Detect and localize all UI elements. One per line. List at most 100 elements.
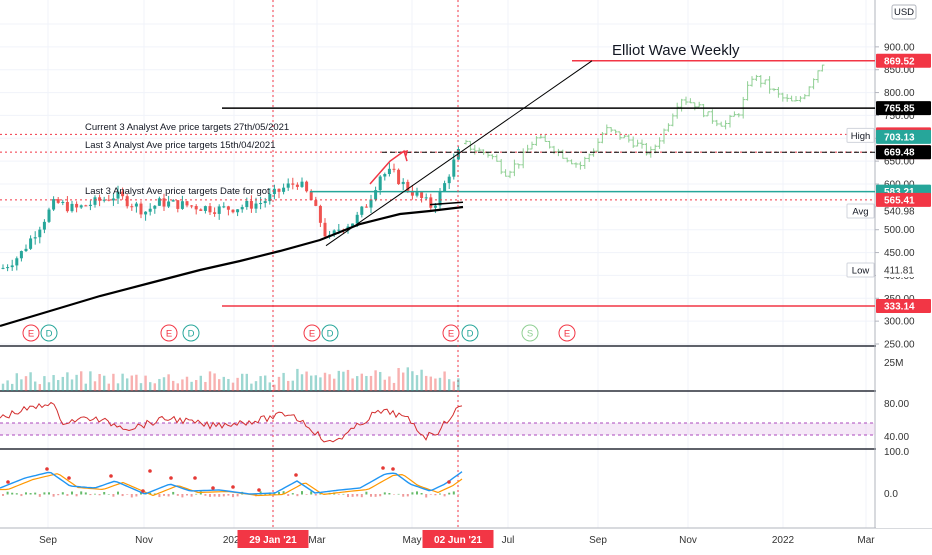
volume-bar [369, 375, 373, 391]
macd-histogram-bar [84, 492, 87, 495]
volume-bar [158, 378, 161, 391]
volume-bar [360, 373, 363, 391]
candle-body [52, 199, 56, 210]
candle-body [300, 181, 304, 187]
macd-histogram-bar [273, 492, 276, 495]
candle-body [383, 174, 387, 177]
candle-body [61, 201, 65, 203]
volume-bar [254, 381, 258, 391]
stat-value-background [876, 203, 931, 218]
macd-histogram-bar [126, 494, 129, 495]
macd-histogram-bar [158, 494, 161, 498]
volume-bar [448, 379, 451, 391]
volume-bar [277, 376, 281, 391]
macd-histogram-bar [121, 494, 124, 497]
macd-histogram-bar [107, 493, 110, 495]
stat-name-text: Low [852, 266, 870, 277]
candle-body [148, 208, 152, 212]
macd-histogram-bar [448, 492, 451, 495]
price-label-text: 583.21 [884, 187, 915, 198]
candle-body [65, 201, 69, 212]
macd-histogram-bar [365, 491, 368, 495]
candle-body [420, 192, 424, 198]
volume-bar [130, 375, 133, 391]
candle-body [139, 203, 143, 215]
rsi-band [0, 423, 875, 435]
macd-histogram-bar [278, 492, 280, 495]
volume-bar [383, 379, 386, 391]
candle-body [401, 181, 405, 185]
macd-cross-dot [148, 469, 152, 473]
volume-bar [392, 382, 396, 391]
candle-body [79, 205, 83, 208]
volume-bar [213, 373, 216, 391]
macd-histogram-bar [227, 494, 230, 496]
rsi-axis-label-high: 80.00 [884, 399, 909, 410]
time-tick-label: Sep [589, 535, 607, 546]
macd-histogram-bar [301, 491, 303, 495]
candle-body [75, 203, 79, 208]
volume-bar [291, 380, 294, 391]
volume-bar [162, 377, 166, 391]
candle-body [162, 198, 166, 207]
candle-body [208, 206, 212, 213]
candle-body [282, 187, 286, 192]
volume-bar [457, 378, 460, 391]
candle-body [176, 200, 180, 209]
chart-title: Elliot Wave Weekly [612, 42, 740, 59]
candle-body [406, 181, 410, 191]
candle-body [19, 251, 23, 259]
candle-body [116, 191, 120, 199]
candle-body [130, 206, 134, 208]
candle-body [337, 229, 341, 231]
candle-body [452, 159, 456, 177]
macd-histogram-bar [163, 494, 165, 496]
stat-name-text: Avg [852, 206, 868, 217]
price-label-text: 765.85 [884, 104, 915, 115]
stat-name-box [846, 203, 875, 219]
volume-bar [434, 378, 437, 391]
candle-body [360, 206, 364, 215]
macd-axis-label-high: 100.0 [884, 447, 909, 458]
price-tick-label: 850.00 [884, 65, 915, 76]
price-tick-label: 650.00 [884, 157, 915, 168]
event-marker-circle [442, 324, 460, 342]
stat-value-text: 411.81 [884, 266, 914, 277]
macd-histogram-bar [48, 492, 50, 495]
macd-histogram-bar [360, 494, 363, 498]
time-tick-label: Sep [39, 535, 57, 546]
volume-bar [296, 368, 299, 391]
volume-bar [135, 374, 138, 391]
volume-bar [103, 375, 106, 391]
volume-bar [300, 374, 304, 391]
time-tick-label: Mar [857, 535, 875, 546]
volume-bar [84, 383, 87, 391]
volume-bar [397, 368, 400, 391]
candle-body [125, 196, 129, 207]
candle-body [222, 206, 226, 208]
volume-bar [75, 374, 78, 391]
macd-axis-label-zero: 0.0 [884, 489, 898, 500]
volume-axis-label: 25M [884, 358, 903, 369]
volume-bar [227, 378, 230, 391]
volume-bar [241, 373, 244, 391]
macd-histogram-bar [6, 491, 9, 495]
candle-body [438, 191, 442, 206]
macd-histogram-bar [176, 494, 179, 496]
macd-histogram-bar [52, 494, 55, 497]
volume-bar [351, 378, 354, 391]
candle-body [56, 199, 60, 203]
volume-bar [190, 381, 193, 391]
annotation-text: Current 3 Analyst Ave price targets 27th… [85, 122, 289, 133]
price-label-box [876, 129, 931, 144]
macd-histogram-bar [452, 491, 455, 495]
macd-histogram-bar [411, 492, 414, 495]
volume-bar [236, 377, 239, 391]
indicator-layer [0, 367, 875, 498]
volume-bar [80, 371, 83, 391]
volume-bar [402, 372, 405, 391]
volume-bar [149, 382, 152, 391]
macd-histogram-bar [61, 492, 64, 495]
event-marker-circle [160, 324, 178, 342]
candle-body [374, 190, 378, 200]
